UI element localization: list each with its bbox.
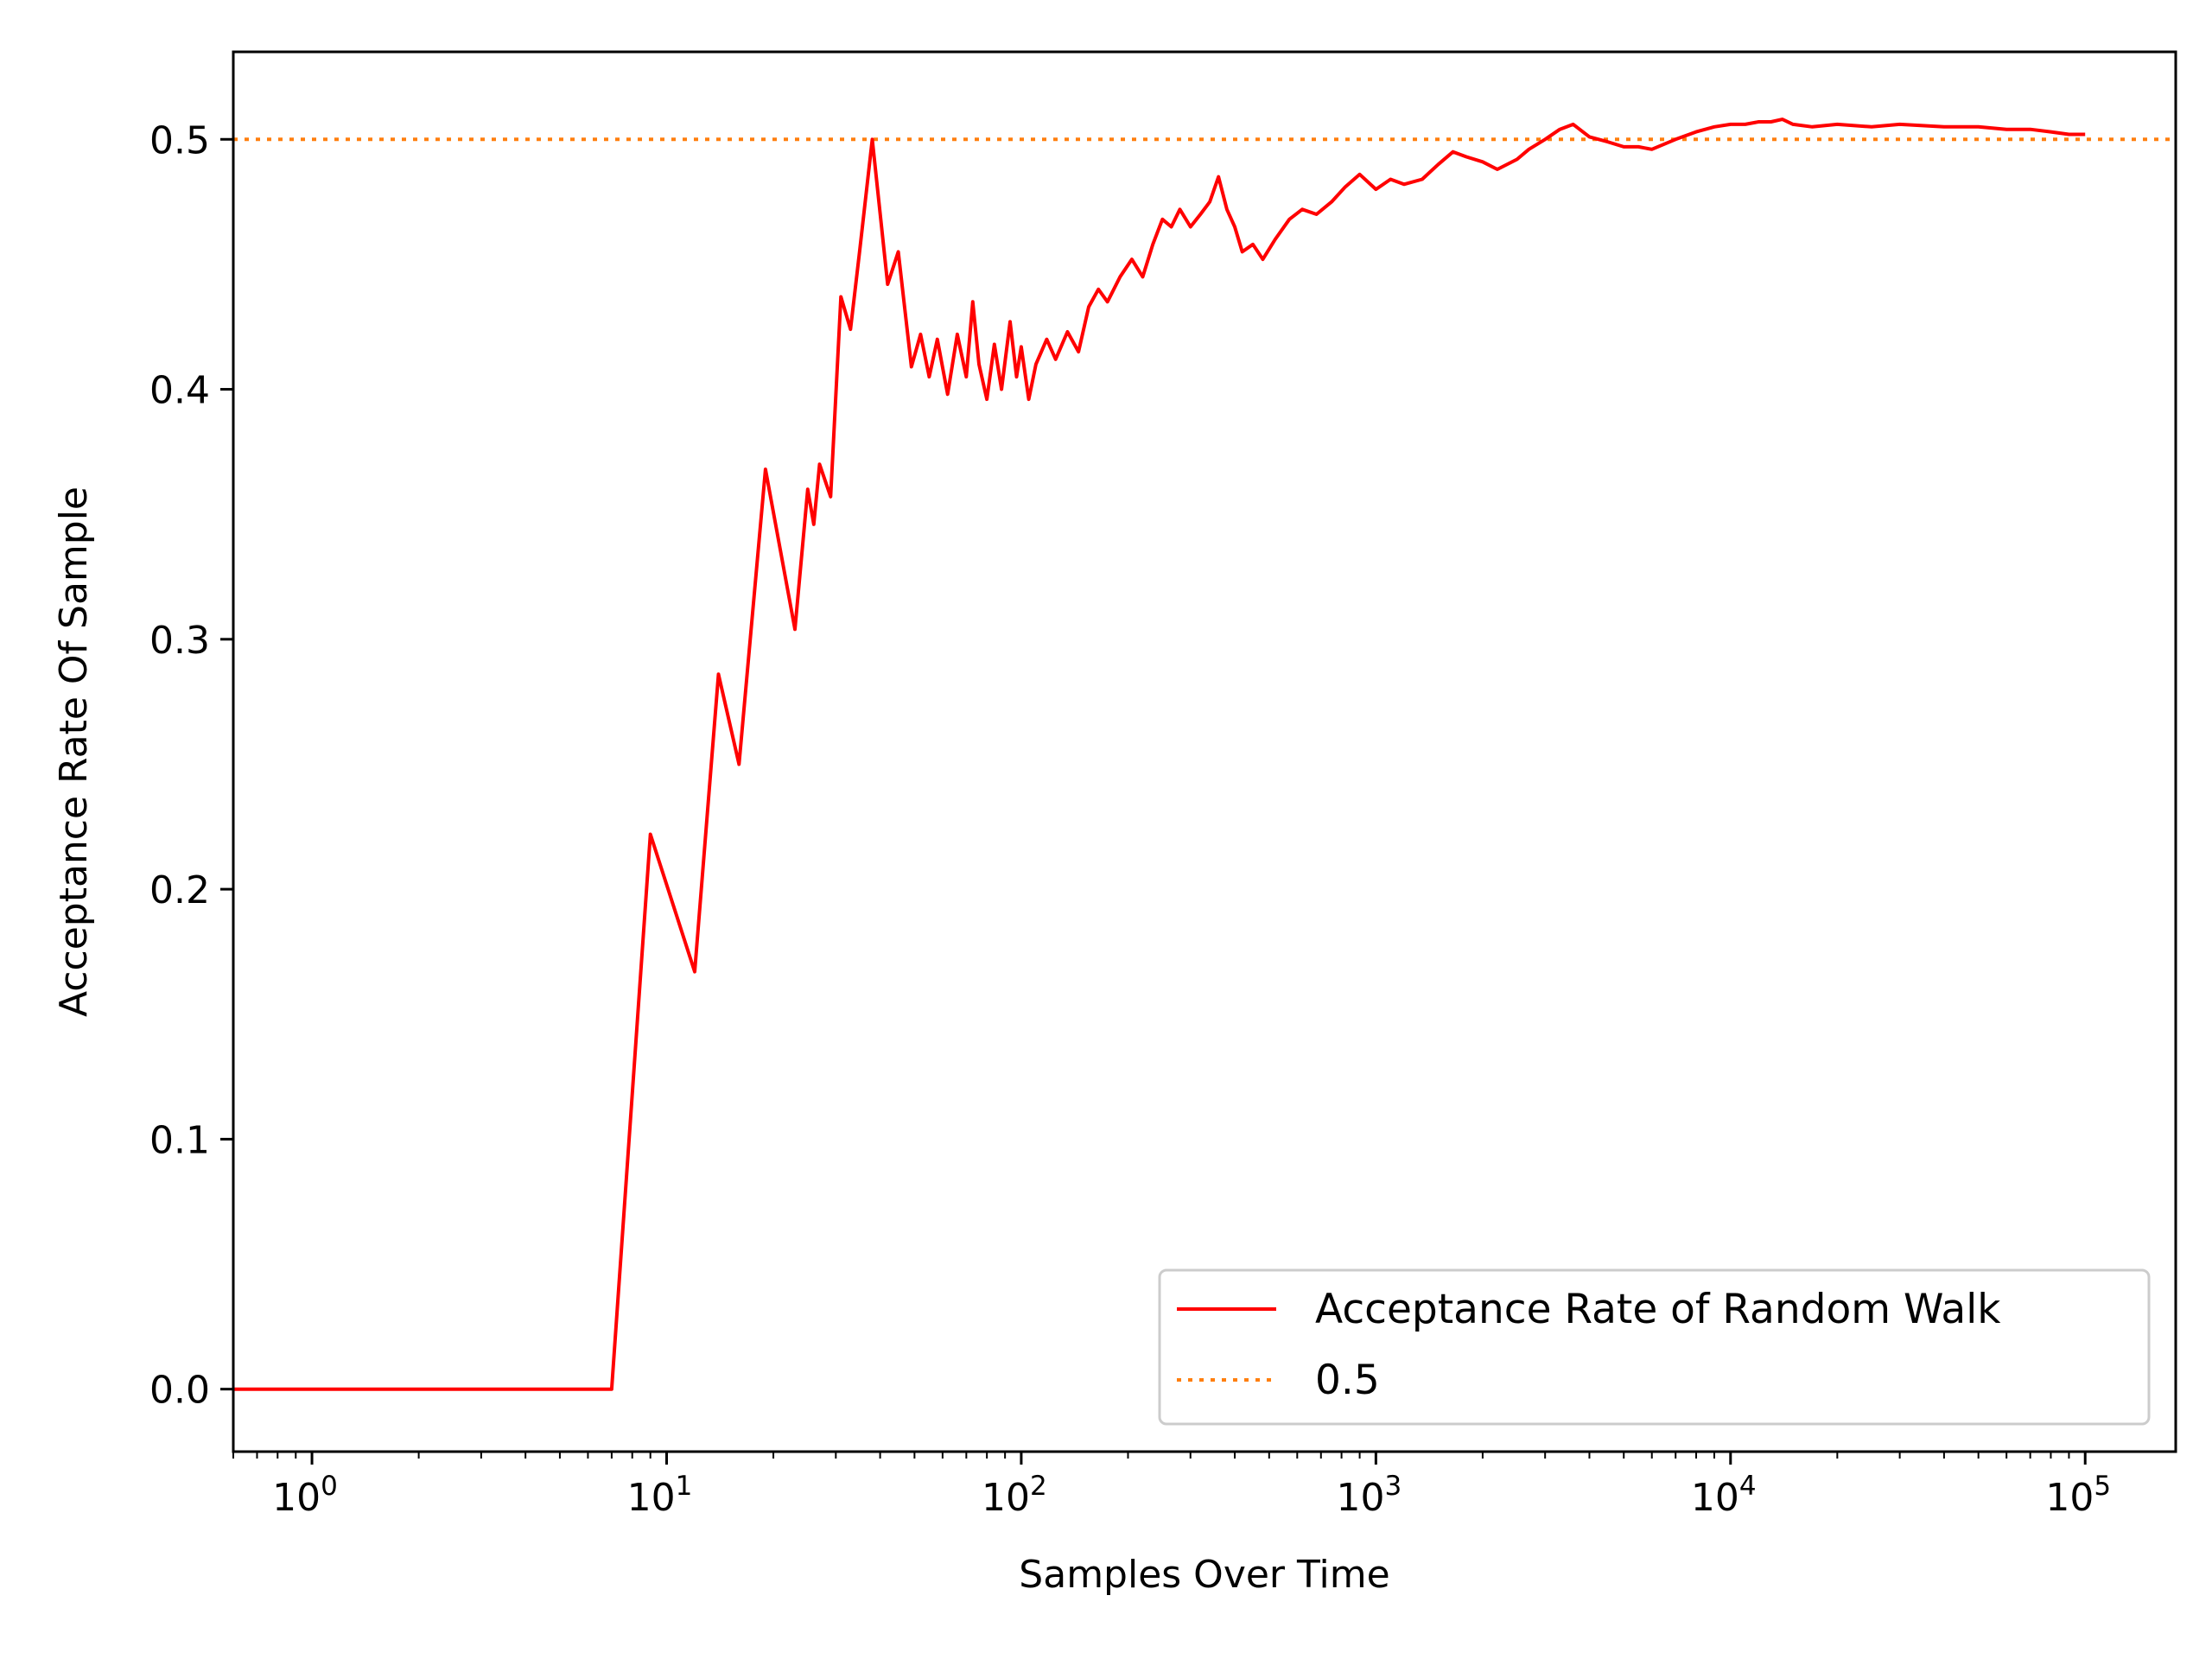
x-tick-label: 100 bbox=[272, 1471, 338, 1520]
x-tick-label: 102 bbox=[982, 1471, 1047, 1520]
y-tick-label: 0.1 bbox=[149, 1118, 210, 1162]
series-line-0 bbox=[233, 118, 2086, 1391]
legend: Acceptance Rate of Random Walk 0.5 bbox=[1158, 1268, 2151, 1426]
series-layer bbox=[233, 118, 2176, 1391]
plot-frame bbox=[232, 50, 2177, 1453]
x-axis-label: Samples Over Time bbox=[1019, 1553, 1389, 1597]
x-axis: 100 101 102 103 104 105 bbox=[232, 1452, 2111, 1520]
legend-label-reference: 0.5 bbox=[1315, 1357, 1380, 1404]
x-tick-label: 101 bbox=[627, 1471, 693, 1520]
y-axis: 0.0 0.1 0.2 0.3 0.4 0.5 bbox=[149, 118, 233, 1413]
y-tick-label: 0.3 bbox=[149, 619, 210, 663]
y-axis-label: Acceptance Rate Of Sample bbox=[52, 486, 96, 1017]
legend-label-acceptance-rate: Acceptance Rate of Random Walk bbox=[1315, 1286, 2001, 1333]
y-tick-label: 0.4 bbox=[149, 369, 210, 413]
x-tick-label: 105 bbox=[2045, 1471, 2111, 1520]
y-tick-label: 0.2 bbox=[149, 868, 210, 912]
x-tick-label: 104 bbox=[1691, 1471, 1757, 1520]
y-tick-label: 0.5 bbox=[149, 118, 210, 162]
y-tick-label: 0.0 bbox=[149, 1369, 210, 1413]
legend-box bbox=[1158, 1268, 2151, 1426]
x-tick-label: 103 bbox=[1336, 1471, 1402, 1520]
